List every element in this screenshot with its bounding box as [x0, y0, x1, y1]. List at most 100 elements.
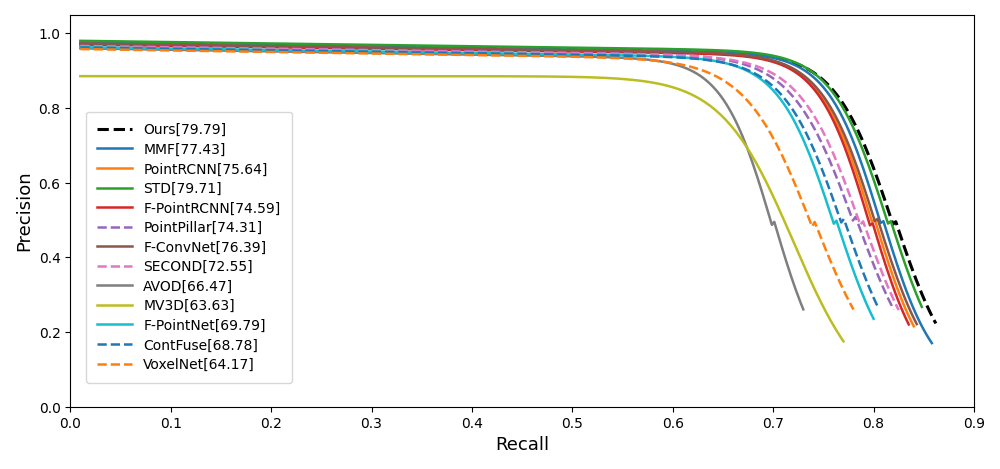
F-PointNet[69.79]	[547, 52, 559, 57]
F-ConvNet[76.39]	[572, 48, 584, 53]
VoxelNet[64.17]	[535, 53, 547, 59]
STD[79.71]	[589, 45, 601, 51]
MMF[77.43]	[578, 47, 590, 53]
MMF[77.43]	[74, 40, 86, 46]
PointPillar[74.31]	[74, 43, 86, 48]
VoxelNet[64.17]	[74, 46, 86, 52]
PointRCNN[75.64]	[908, 324, 920, 329]
F-PointNet[69.79]	[868, 316, 880, 322]
F-ConvNet[76.39]	[586, 48, 598, 54]
F-PointNet[69.79]	[544, 52, 556, 57]
VoxelNet[64.17]	[848, 307, 860, 312]
ContFuse[68.78]	[798, 126, 810, 132]
Line: AVOD[66.47]: AVOD[66.47]	[80, 49, 803, 310]
ContFuse[68.78]	[550, 52, 562, 58]
MV3D[63.63]	[74, 74, 86, 79]
PointPillar[74.31]	[77, 43, 89, 49]
Ours[79.79]	[930, 321, 942, 326]
F-PointRCNN[74.59]	[773, 61, 785, 67]
Line: F-PointNet[69.79]: F-PointNet[69.79]	[80, 47, 874, 319]
SECOND[72.55]	[575, 51, 587, 56]
Ours[79.79]	[74, 40, 86, 46]
PointPillar[74.31]	[812, 132, 824, 138]
ContFuse[68.78]	[747, 70, 759, 76]
F-PointNet[69.79]	[793, 129, 805, 134]
MMF[77.43]	[595, 47, 607, 53]
AVOD[66.47]	[74, 46, 86, 52]
AVOD[66.47]	[505, 53, 517, 59]
PointPillar[74.31]	[572, 50, 584, 56]
STD[79.71]	[575, 45, 587, 51]
MV3D[63.63]	[526, 74, 538, 80]
AVOD[66.47]	[517, 53, 529, 59]
SECOND[72.55]	[77, 44, 89, 49]
MV3D[63.63]	[541, 74, 553, 80]
F-ConvNet[76.39]	[74, 41, 86, 47]
MV3D[63.63]	[718, 115, 730, 121]
Ours[79.79]	[77, 40, 89, 46]
MV3D[63.63]	[766, 191, 778, 197]
ContFuse[68.78]	[74, 45, 86, 51]
MV3D[63.63]	[837, 339, 849, 344]
AVOD[66.47]	[797, 307, 809, 312]
STD[79.71]	[572, 45, 584, 51]
AVOD[66.47]	[684, 68, 696, 73]
F-PointRCNN[74.59]	[567, 49, 579, 55]
SECOND[72.55]	[562, 51, 574, 56]
Line: MMF[77.43]: MMF[77.43]	[80, 43, 932, 343]
PointRCNN[75.64]	[777, 62, 789, 68]
AVOD[66.47]	[502, 53, 514, 58]
SECOND[72.55]	[893, 308, 905, 313]
Y-axis label: Precision: Precision	[15, 171, 33, 251]
SECOND[72.55]	[764, 69, 776, 75]
F-ConvNet[76.39]	[911, 321, 923, 327]
Line: PointRCNN[75.64]: PointRCNN[75.64]	[80, 44, 914, 326]
Line: F-PointRCNN[74.59]: F-PointRCNN[74.59]	[80, 45, 909, 325]
F-ConvNet[76.39]	[779, 62, 791, 68]
PointRCNN[75.64]	[568, 48, 580, 54]
MV3D[63.63]	[77, 74, 89, 79]
VoxelNet[64.17]	[532, 53, 544, 59]
ContFuse[68.78]	[873, 306, 885, 311]
MMF[77.43]	[792, 64, 804, 70]
STD[79.71]	[916, 304, 928, 310]
PointRCNN[75.64]	[584, 48, 596, 54]
AVOD[66.47]	[77, 46, 89, 52]
MMF[77.43]	[77, 40, 89, 46]
STD[79.71]	[77, 38, 89, 44]
PointPillar[74.31]	[559, 50, 571, 55]
ContFuse[68.78]	[563, 52, 575, 58]
MMF[77.43]	[926, 340, 938, 346]
Line: STD[79.71]: STD[79.71]	[80, 41, 922, 307]
PointPillar[74.31]	[888, 307, 900, 313]
STD[79.71]	[837, 106, 849, 111]
SECOND[72.55]	[74, 44, 86, 49]
F-PointNet[69.79]	[77, 45, 89, 51]
Line: SECOND[72.55]: SECOND[72.55]	[80, 46, 899, 310]
ContFuse[68.78]	[547, 52, 559, 58]
Ours[79.79]	[598, 47, 610, 53]
SECOND[72.55]	[559, 51, 571, 56]
F-PointRCNN[74.59]	[581, 49, 593, 55]
SECOND[72.55]	[816, 128, 828, 133]
PointPillar[74.31]	[556, 50, 568, 55]
F-PointRCNN[74.59]	[903, 322, 915, 327]
STD[79.71]	[784, 58, 796, 63]
Line: VoxelNet[64.17]: VoxelNet[64.17]	[80, 49, 854, 310]
F-PointNet[69.79]	[743, 69, 755, 75]
Ours[79.79]	[584, 47, 596, 53]
VoxelNet[64.17]	[77, 47, 89, 53]
F-ConvNet[76.39]	[832, 119, 844, 125]
F-PointRCNN[74.59]	[565, 49, 577, 55]
PointRCNN[75.64]	[74, 41, 86, 47]
Line: Ours[79.79]: Ours[79.79]	[80, 43, 936, 324]
Legend: Ours[79.79], MMF[77.43], PointRCNN[75.64], STD[79.71], F-PointRCNN[74.59], Point: Ours[79.79], MMF[77.43], PointRCNN[75.64…	[86, 112, 292, 383]
F-PointRCNN[74.59]	[74, 42, 86, 48]
Line: F-ConvNet[76.39]: F-ConvNet[76.39]	[80, 44, 917, 324]
Ours[79.79]	[850, 123, 862, 129]
PointRCNN[75.64]	[570, 48, 582, 54]
AVOD[66.47]	[730, 119, 742, 124]
X-axis label: Recall: Recall	[495, 436, 549, 454]
ContFuse[68.78]	[77, 45, 89, 51]
VoxelNet[64.17]	[548, 54, 560, 60]
